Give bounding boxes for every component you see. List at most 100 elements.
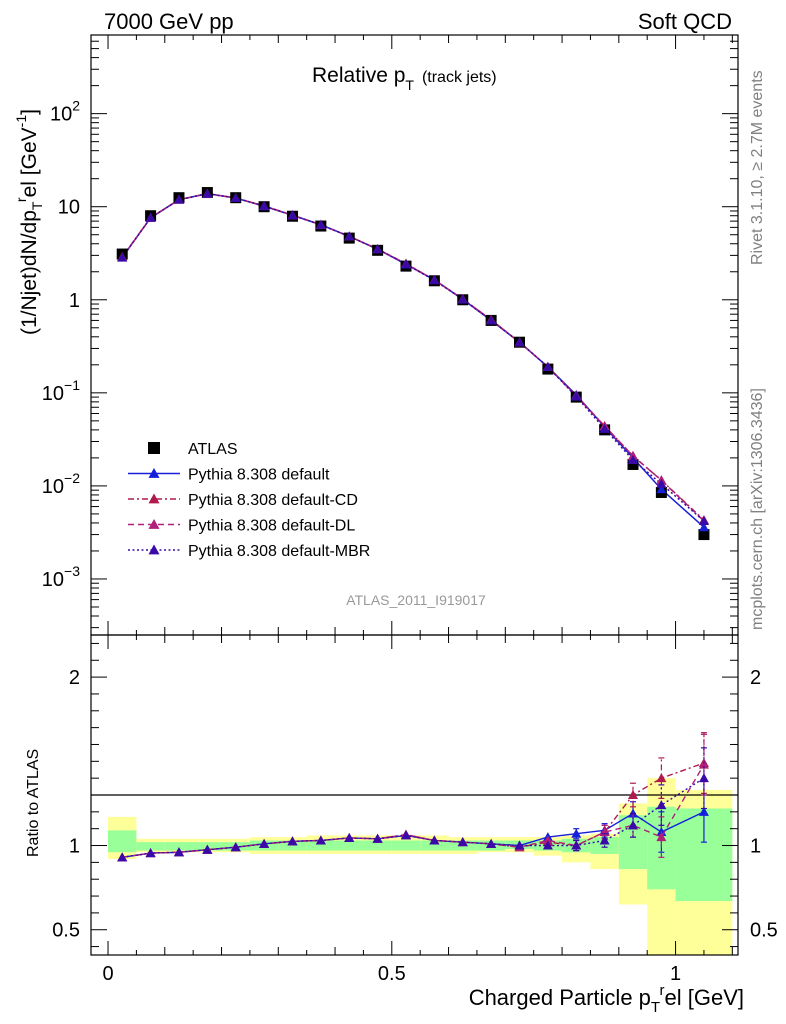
main-series-marker (173, 194, 184, 204)
plot-title-extra: (track jets) (422, 69, 497, 86)
main-series-marker (457, 294, 468, 304)
main-y-tick-label: 10 (58, 197, 80, 219)
uncertainty-band-inner (306, 840, 336, 851)
main-series-group (116, 187, 710, 541)
x-tick-label: 1 (670, 963, 681, 985)
legend-marker-square (148, 442, 160, 454)
ratio-series-marker (259, 838, 270, 848)
uncertainty-band-inner (391, 840, 421, 851)
ratio-series-marker (571, 840, 582, 850)
uncertainty-band-inner (136, 842, 165, 851)
ratio-y-tick-label-right: 1 (750, 836, 761, 858)
ratio-y-tick-label: 1 (69, 836, 80, 858)
main-series-marker (230, 193, 241, 203)
main-series-marker (400, 259, 411, 269)
header-energy-label: 7000 GeV pp (104, 9, 234, 34)
main-series-marker (259, 200, 270, 210)
rivet-version-note: Rivet 3.1.10, ≥ 2.7M events (749, 70, 766, 265)
main-series-marker (429, 275, 440, 285)
ratio-y-tick-label: 2 (69, 667, 80, 689)
ratio-series-marker (344, 832, 355, 842)
main-x-axis-ticks (107, 35, 733, 635)
ratio-series-marker (656, 773, 667, 783)
main-y-tick-label: 102 (50, 98, 80, 126)
ratio-y-tick-label-right: 0.5 (750, 920, 778, 942)
ratio-series-marker (698, 806, 709, 816)
main-series-marker (145, 212, 156, 222)
main-series-marker (656, 484, 667, 494)
legend-marker-triangle (148, 468, 160, 478)
source-note: mcplots.cern.ch [arXiv:1306.3436] (749, 388, 766, 630)
legend-item: Pythia 8.308 default-DL (128, 518, 355, 535)
x-axis: 0 0.5 1 (102, 635, 733, 985)
ratio-series-marker (698, 773, 709, 783)
main-series-marker (117, 252, 128, 262)
legend-item: ATLAS (148, 441, 238, 458)
ratio-plot-panel: 0.5 0.51 12 2 0 0.5 1 Ratio to ATLAS Charged … (25, 634, 778, 1016)
ratio-series-marker (400, 830, 411, 840)
main-y-tick-label: 10−3 (42, 563, 80, 591)
ratio-series-marker (287, 836, 298, 846)
ratio-series-marker (429, 835, 440, 845)
atlas-data-point (698, 529, 710, 541)
uncertainty-band-inner (420, 840, 449, 851)
ratio-series-marker (457, 837, 468, 847)
x-axis-label: Charged Particle pTrel [GeV] (469, 982, 744, 1016)
main-y-axis: 10−3 10−2 10−1 1 10 102 (42, 34, 738, 629)
ratio-series-marker (656, 832, 667, 842)
main-series-marker (486, 315, 497, 325)
main-series-marker (542, 361, 553, 371)
main-series-marker (656, 478, 667, 488)
legend-marker-triangle (148, 519, 160, 529)
main-plot-panel: 10−3 10−2 10−1 1 10 102 Relative pT (track jet… (13, 34, 739, 636)
plot-title-subscript: T (405, 77, 414, 93)
ratio-series-marker (117, 852, 128, 862)
main-y-axis-label: (1/Njet)dN/dpTrel [GeV-1] (13, 109, 45, 335)
x-tick-label: 0.5 (378, 963, 406, 985)
x-tick-label: 0 (102, 963, 113, 985)
ratio-series-group (117, 732, 709, 862)
main-series-marker (344, 231, 355, 241)
ratio-series-marker (486, 838, 497, 848)
ratio-series-marker (656, 800, 667, 810)
ratio-series-marker (230, 842, 241, 852)
legend-label: Pythia 8.308 default-DL (188, 518, 355, 535)
ratio-series-marker (542, 840, 553, 850)
legend-marker-triangle (148, 493, 160, 504)
legend-label: ATLAS (188, 441, 238, 458)
main-y-tick-label: 10−1 (42, 377, 80, 405)
header-process-label: Soft QCD (638, 9, 732, 34)
main-series-marker (287, 210, 298, 220)
ratio-series-marker (315, 835, 326, 845)
main-series-marker (202, 188, 213, 198)
main-series-marker (698, 522, 709, 532)
main-series-marker (372, 244, 383, 254)
ratio-series-marker (202, 844, 213, 854)
ratio-uncertainty-bands (108, 778, 733, 955)
ratio-y-axis-label: Ratio to ATLAS (25, 749, 42, 857)
ratio-series-marker (628, 820, 639, 830)
legend-item: Pythia 8.308 default-CD (128, 492, 358, 509)
main-series-line (121, 192, 705, 522)
ratio-series-marker (698, 759, 709, 769)
ratio-y-tick-label-right: 2 (750, 667, 761, 689)
legend-label: Pythia 8.308 default (188, 467, 330, 484)
ratio-y-tick-label: 0.5 (52, 920, 80, 942)
ratio-series-marker (145, 848, 156, 858)
uncertainty-band-inner (335, 840, 364, 851)
main-series-marker (698, 515, 709, 525)
legend-marker-triangle (148, 544, 160, 555)
ratio-series-marker (542, 835, 553, 845)
plot-title: Relative pT (track jets) (312, 64, 497, 93)
main-series-marker (599, 423, 610, 433)
ratio-series-marker (599, 835, 610, 845)
main-series-marker (315, 219, 326, 229)
ratio-series-marker (372, 833, 383, 843)
main-series-marker (628, 454, 639, 464)
uncertainty-band-inner (363, 840, 392, 851)
legend-item: Pythia 8.308 default-MBR (128, 543, 370, 560)
ratio-series-marker (628, 790, 639, 799)
legend-item: Pythia 8.308 default (128, 467, 330, 484)
analysis-watermark: ATLAS_2011_I919017 (346, 592, 486, 608)
